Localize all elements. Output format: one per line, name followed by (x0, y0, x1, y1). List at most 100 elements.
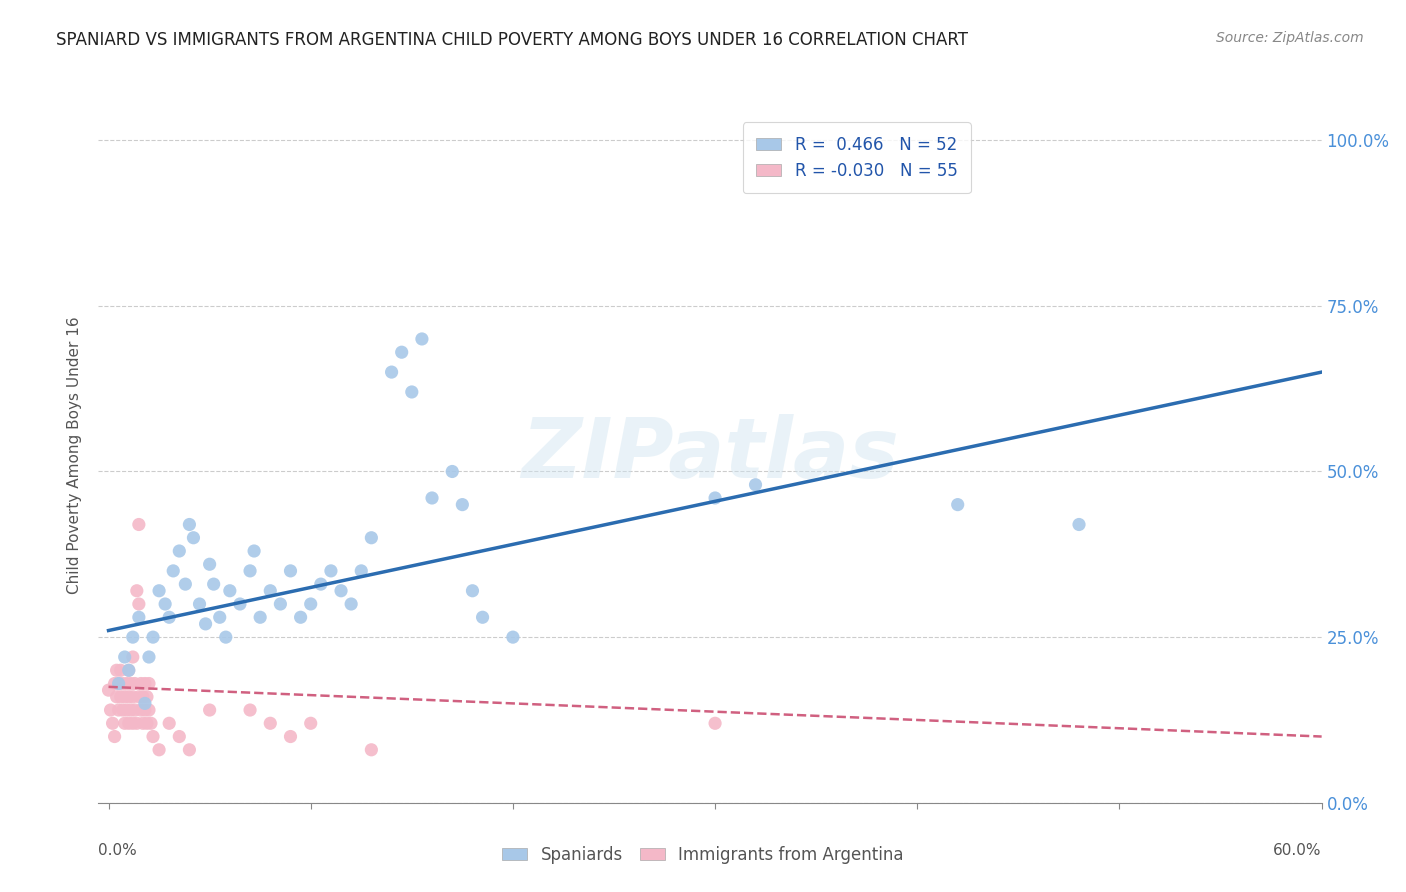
Point (198, 703, 221, 717)
Point (183, 531, 205, 545)
Point (946, 498, 969, 512)
Point (134, 697, 156, 711)
Point (136, 690, 159, 704)
Point (148, 583, 170, 598)
Point (118, 663, 141, 677)
Point (111, 703, 134, 717)
Point (115, 703, 138, 717)
Point (259, 716, 281, 731)
Point (309, 577, 332, 591)
Point (157, 610, 180, 624)
Point (420, 491, 443, 505)
Point (218, 583, 240, 598)
Point (280, 564, 302, 578)
Point (451, 498, 474, 512)
Point (139, 716, 162, 731)
Point (330, 583, 353, 598)
Point (110, 663, 132, 677)
Point (148, 743, 170, 757)
Point (208, 610, 231, 624)
Point (121, 650, 143, 665)
Point (1067, 517, 1090, 532)
Point (239, 564, 262, 578)
Text: SPANIARD VS IMMIGRANTS FROM ARGENTINA CHILD POVERTY AMONG BOYS UNDER 16 CORRELAT: SPANIARD VS IMMIGRANTS FROM ARGENTINA CH… (56, 31, 969, 49)
Point (391, 345, 413, 359)
Point (340, 597, 363, 611)
Point (97, 683, 120, 698)
Point (107, 703, 129, 717)
Point (128, 597, 150, 611)
Point (198, 558, 221, 572)
Text: Source: ZipAtlas.com: Source: ZipAtlas.com (1216, 31, 1364, 45)
Point (125, 583, 148, 598)
Point (280, 730, 302, 744)
Point (114, 650, 136, 665)
Point (138, 676, 160, 690)
Point (134, 676, 156, 690)
Point (215, 630, 238, 644)
Legend: Spaniards, Immigrants from Argentina: Spaniards, Immigrants from Argentina (496, 839, 910, 871)
Point (194, 616, 217, 631)
Point (120, 703, 142, 717)
Point (142, 730, 165, 744)
Point (153, 597, 176, 611)
Text: 60.0%: 60.0% (1274, 843, 1322, 858)
Legend: R =  0.466   N = 52, R = -0.030   N = 55: R = 0.466 N = 52, R = -0.030 N = 55 (742, 122, 970, 194)
Point (441, 465, 464, 479)
Point (121, 630, 143, 644)
Point (124, 676, 146, 690)
Y-axis label: Child Poverty Among Boys Under 16: Child Poverty Among Boys Under 16 (67, 316, 83, 594)
Point (360, 743, 382, 757)
Point (169, 730, 191, 744)
Point (471, 610, 494, 624)
Point (120, 676, 142, 690)
Point (110, 690, 132, 704)
Point (142, 630, 165, 644)
Point (162, 564, 184, 578)
Point (132, 690, 155, 704)
Point (138, 703, 160, 717)
Text: 0.0%: 0.0% (98, 843, 138, 858)
Point (136, 716, 159, 731)
Point (704, 491, 727, 505)
Point (111, 676, 134, 690)
Point (290, 610, 312, 624)
Point (104, 730, 127, 744)
Point (129, 703, 152, 717)
Point (124, 703, 146, 717)
Point (174, 577, 197, 591)
Text: ZIPatlas: ZIPatlas (522, 415, 898, 495)
Point (107, 676, 129, 690)
Point (100, 703, 122, 717)
Point (411, 332, 433, 346)
Point (125, 716, 148, 731)
Point (107, 676, 129, 690)
Point (121, 716, 143, 731)
Point (381, 365, 404, 379)
Point (118, 690, 141, 704)
Point (243, 544, 266, 558)
Point (299, 597, 322, 611)
Point (188, 597, 211, 611)
Point (179, 517, 201, 532)
Point (350, 564, 373, 578)
Point (105, 663, 128, 677)
Point (105, 690, 128, 704)
Point (744, 477, 766, 491)
Point (259, 583, 281, 598)
Point (114, 690, 136, 704)
Point (249, 610, 271, 624)
Point (229, 597, 252, 611)
Point (128, 610, 150, 624)
Point (118, 663, 141, 677)
Point (138, 650, 160, 665)
Point (128, 517, 150, 532)
Point (132, 716, 155, 731)
Point (502, 630, 524, 644)
Point (179, 743, 201, 757)
Point (128, 690, 150, 704)
Point (239, 703, 262, 717)
Point (101, 716, 124, 731)
Point (129, 676, 152, 690)
Point (134, 703, 156, 717)
